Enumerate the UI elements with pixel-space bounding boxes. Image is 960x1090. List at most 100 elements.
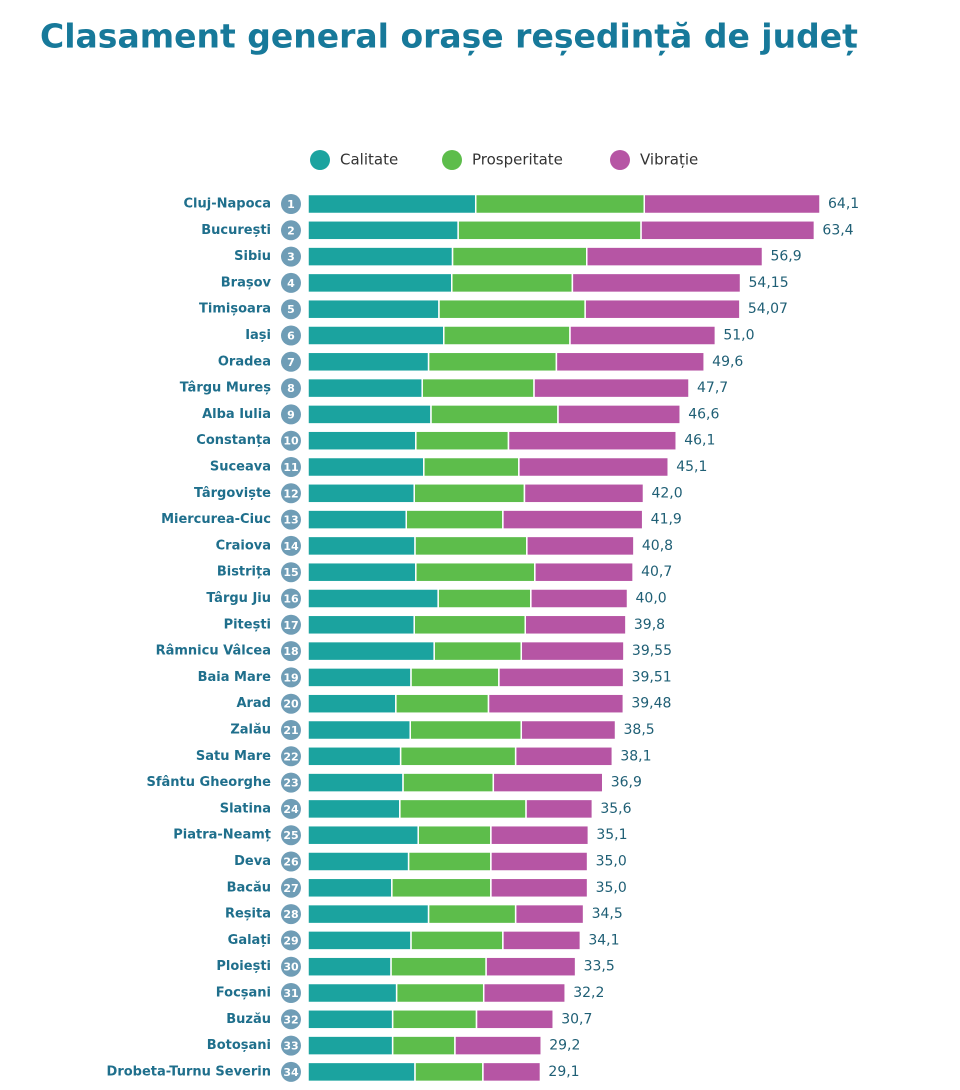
category-label: Pitești: [224, 617, 271, 632]
bar-segment: [307, 220, 459, 241]
category-label: Reșita: [225, 907, 271, 922]
rank-badge: [281, 299, 301, 320]
bar-segment: [307, 351, 430, 373]
total-label: 46,6: [688, 406, 719, 422]
rank-badge: [281, 983, 301, 1003]
bar-segment: [451, 272, 574, 294]
rank-badge: [281, 509, 301, 530]
bar-segment: [490, 851, 589, 872]
total-label: 38,1: [620, 748, 651, 764]
total-label: 36,9: [611, 775, 642, 791]
rank-badge: [281, 1009, 301, 1030]
rank-label: 23: [283, 777, 298, 790]
bar-segment: [498, 667, 625, 688]
rank-badge: [281, 588, 301, 609]
bar-segment: [502, 930, 582, 951]
total-label: 40,7: [641, 564, 672, 580]
legend-swatch: [310, 150, 330, 170]
bar-segment: [307, 246, 454, 267]
total-label: 63,4: [822, 222, 853, 238]
category-label: Râmnicu Vâlcea: [156, 644, 271, 659]
total-label: 40,8: [642, 538, 673, 554]
bar-segment: [414, 535, 528, 557]
total-label: 29,2: [549, 1038, 580, 1054]
category-label: Alba Iulia: [202, 407, 271, 422]
total-label: 64,1: [828, 196, 859, 212]
bar-segment: [307, 1009, 394, 1030]
rank-badge: [281, 404, 301, 425]
bar-segment: [490, 877, 589, 899]
category-label: Ploiești: [216, 959, 271, 974]
bar-segment: [391, 877, 492, 899]
bar-segment: [640, 220, 816, 241]
bar-segment: [438, 298, 586, 320]
rank-badge: [281, 930, 301, 951]
bar-segment: [307, 772, 404, 793]
bar-segment: [433, 640, 523, 662]
legend-label: Prosperitate: [472, 151, 563, 169]
bar-segment: [586, 246, 764, 267]
rank-badge: [281, 272, 301, 293]
bar-segment: [391, 1035, 456, 1056]
category-label: Galați: [228, 933, 271, 948]
total-label: 41,9: [651, 512, 682, 528]
bar-segment: [391, 1009, 478, 1030]
bar-segment: [307, 982, 398, 1004]
total-label: 49,6: [712, 354, 743, 370]
rank-label: 26: [283, 856, 299, 869]
bar-segment: [518, 456, 669, 478]
bar-segment: [395, 982, 485, 1004]
category-label: Buzău: [226, 1012, 271, 1027]
rank-badge: [281, 430, 301, 451]
bar-segment: [307, 272, 453, 294]
rank-badge: [281, 246, 301, 267]
bar-segment: [526, 535, 635, 557]
bar-segment: [487, 693, 625, 714]
bar-segment: [454, 1035, 542, 1056]
bar-segment: [307, 325, 445, 346]
rank-label: 30: [283, 961, 299, 974]
bar-segment: [390, 956, 487, 977]
bar-segment: [407, 851, 492, 872]
rank-badge: [281, 325, 301, 346]
category-label: Târgoviște: [194, 486, 271, 501]
rank-label: 3: [287, 251, 295, 264]
category-label: Zalău: [230, 723, 271, 738]
bar-segment: [514, 746, 614, 767]
total-label: 56,9: [770, 249, 801, 265]
rank-badge: [281, 851, 301, 872]
rank-badge: [281, 693, 301, 714]
category-label: Iași: [245, 328, 271, 343]
category-label: Sfântu Gheorghe: [146, 775, 271, 790]
bar-segment: [520, 719, 617, 741]
total-label: 38,5: [624, 722, 655, 738]
rank-badge: [281, 825, 301, 846]
bar-segment: [307, 640, 435, 662]
rank-label: 21: [283, 724, 298, 737]
rank-badge: [281, 1061, 301, 1082]
bar-segment: [307, 456, 425, 478]
bar-segment: [523, 483, 645, 504]
bar-segment: [307, 693, 397, 714]
bar-segment: [307, 588, 439, 609]
bar-segment: [415, 430, 510, 451]
bar-segment: [557, 404, 681, 425]
rank-label: 1: [287, 198, 295, 211]
category-label: Oradea: [218, 354, 271, 369]
total-label: 39,48: [631, 696, 671, 712]
bar-segment: [307, 719, 411, 741]
total-label: 39,8: [634, 617, 665, 633]
bar-segment: [457, 220, 642, 241]
category-label: Botoșani: [207, 1038, 271, 1053]
total-label: 30,7: [561, 1011, 592, 1027]
bar-segment: [413, 483, 526, 504]
total-label: 33,5: [584, 959, 615, 975]
rank-label: 17: [283, 619, 298, 632]
rank-label: 24: [283, 803, 299, 816]
bar-segment: [399, 746, 517, 767]
rank-badge: [281, 562, 301, 583]
bar-segment: [307, 851, 410, 872]
category-label: Satu Mare: [196, 749, 271, 764]
total-label: 40,0: [636, 591, 667, 607]
